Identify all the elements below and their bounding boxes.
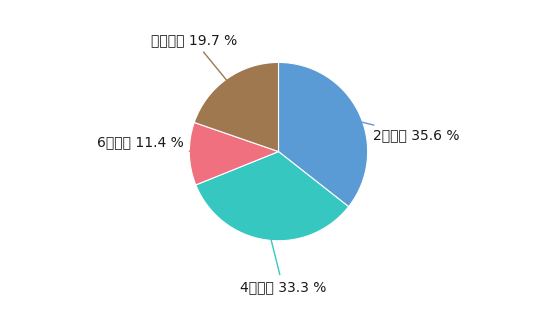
- Text: 没有关系 19.7 %: 没有关系 19.7 %: [150, 33, 237, 88]
- Wedge shape: [196, 152, 349, 241]
- Wedge shape: [278, 62, 368, 207]
- Wedge shape: [194, 62, 278, 152]
- Wedge shape: [189, 122, 278, 185]
- Text: 2年以内 35.6 %: 2年以内 35.6 %: [349, 119, 460, 143]
- Text: 4年以内 33.3 %: 4年以内 33.3 %: [240, 229, 326, 294]
- Text: 6年以内 11.4 %: 6年以内 11.4 %: [97, 136, 200, 153]
